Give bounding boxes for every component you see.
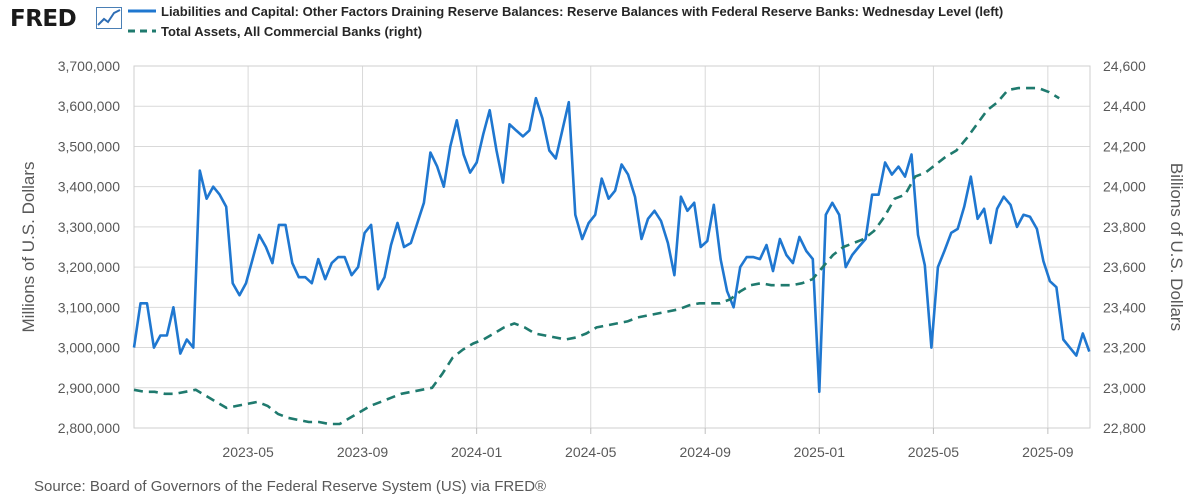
legend-label-reserve-balances: Liabilities and Capital: Other Factors D… (161, 4, 1004, 19)
legend-solid-line-icon (128, 9, 156, 13)
series-line-reserve-balances[interactable] (132, 96, 1091, 394)
x-tick-label: 2025-09 (1022, 444, 1074, 460)
y-axis-left: 3,700,000 3,600,000 3,500,000 3,400,000 3,30… (58, 58, 120, 436)
y-right-tick-label: 23,800 (1103, 219, 1146, 235)
y-left-tick-label: 3,200,000 (58, 259, 120, 275)
y-left-tick-label: 3,100,000 (58, 299, 120, 315)
plot-frame (133, 65, 1091, 429)
y-left-tick-label: 3,300,000 (58, 219, 120, 235)
y-right-tick-label: 24,000 (1103, 179, 1146, 195)
x-tick-label: 2024-01 (451, 444, 503, 460)
y-axis-right: 24,600 24,400 24,200 24,000 23,800 23,600 23,4… (1103, 58, 1146, 436)
y-right-tick-label: 22,800 (1103, 420, 1146, 436)
y-right-tick-label: 23,400 (1103, 299, 1146, 315)
y-right-tick-label: 23,600 (1103, 259, 1146, 275)
x-axis: 2023-05 2023-09 2024-01 2024-05 2024-09 2025-… (222, 428, 1074, 460)
fred-graph-icon[interactable] (96, 7, 122, 29)
x-tick-label: 2023-05 (222, 444, 274, 460)
x-tick-label: 2023-09 (337, 444, 389, 460)
y-left-tick-label: 3,000,000 (58, 340, 120, 356)
source-note: Source: Board of Governors of the Federa… (34, 478, 547, 495)
y-left-tick-label: 3,600,000 (58, 98, 120, 114)
fred-logo[interactable]: FRED (10, 6, 77, 32)
legend-dashed-line-icon (128, 29, 156, 33)
x-tick-label: 2024-09 (680, 444, 732, 460)
y-left-tick-label: 3,700,000 (58, 58, 120, 74)
y-left-tick-label: 2,800,000 (58, 420, 120, 436)
y-right-tick-label: 23,200 (1103, 340, 1146, 356)
y-right-tick-label: 24,600 (1103, 58, 1146, 74)
y-right-tick-label: 23,000 (1103, 380, 1146, 396)
y-axis-left-title: Millions of U.S. Dollars (19, 162, 38, 333)
y-left-tick-label: 2,900,000 (58, 380, 120, 396)
y-right-tick-label: 24,400 (1103, 98, 1146, 114)
y-left-tick-label: 3,400,000 (58, 179, 120, 195)
y-axis-right-title: Billions of U.S. Dollars (1167, 163, 1186, 331)
series-line-total-assets[interactable] (133, 86, 1060, 426)
y-right-tick-label: 24,200 (1103, 138, 1146, 154)
x-tick-label: 2025-01 (794, 444, 846, 460)
series-group[interactable] (132, 86, 1091, 426)
y-left-tick-label: 3,500,000 (58, 138, 120, 154)
x-tick-label: 2025-05 (908, 444, 960, 460)
x-tick-label: 2024-05 (565, 444, 617, 460)
legend-label-total-assets: Total Assets, All Commercial Banks (righ… (161, 24, 423, 39)
